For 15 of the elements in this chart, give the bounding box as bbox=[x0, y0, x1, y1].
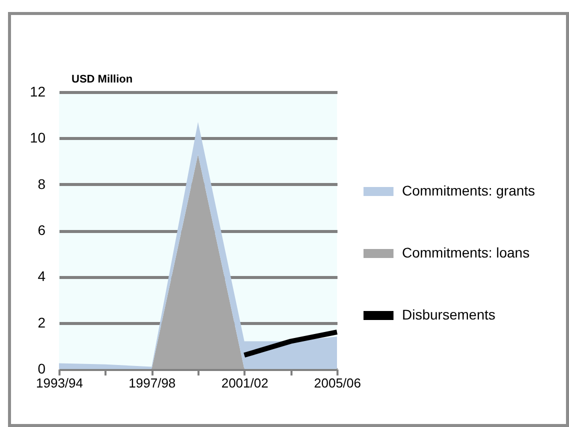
y-tick-label: 8 bbox=[38, 176, 46, 192]
x-tick-label: 2001/02 bbox=[221, 376, 268, 390]
y-axis-title: USD Million bbox=[72, 74, 133, 86]
y-tick-label: 12 bbox=[30, 84, 46, 100]
legend-label: Commitments: grants bbox=[402, 182, 536, 198]
x-tick-label: 1993/94 bbox=[36, 376, 83, 390]
x-tick-label: 1997/98 bbox=[128, 376, 176, 390]
y-tick-label: 2 bbox=[38, 314, 46, 330]
y-tick-label: 4 bbox=[38, 268, 46, 284]
x-tick-label: 2005/06 bbox=[314, 376, 361, 390]
y-tick-label: 10 bbox=[30, 130, 46, 146]
legend-label: Commitments: loans bbox=[402, 244, 530, 260]
y-tick-label: 6 bbox=[38, 222, 46, 238]
legend-label: Disbursements bbox=[402, 306, 496, 322]
y-tick-label: 0 bbox=[38, 360, 46, 376]
